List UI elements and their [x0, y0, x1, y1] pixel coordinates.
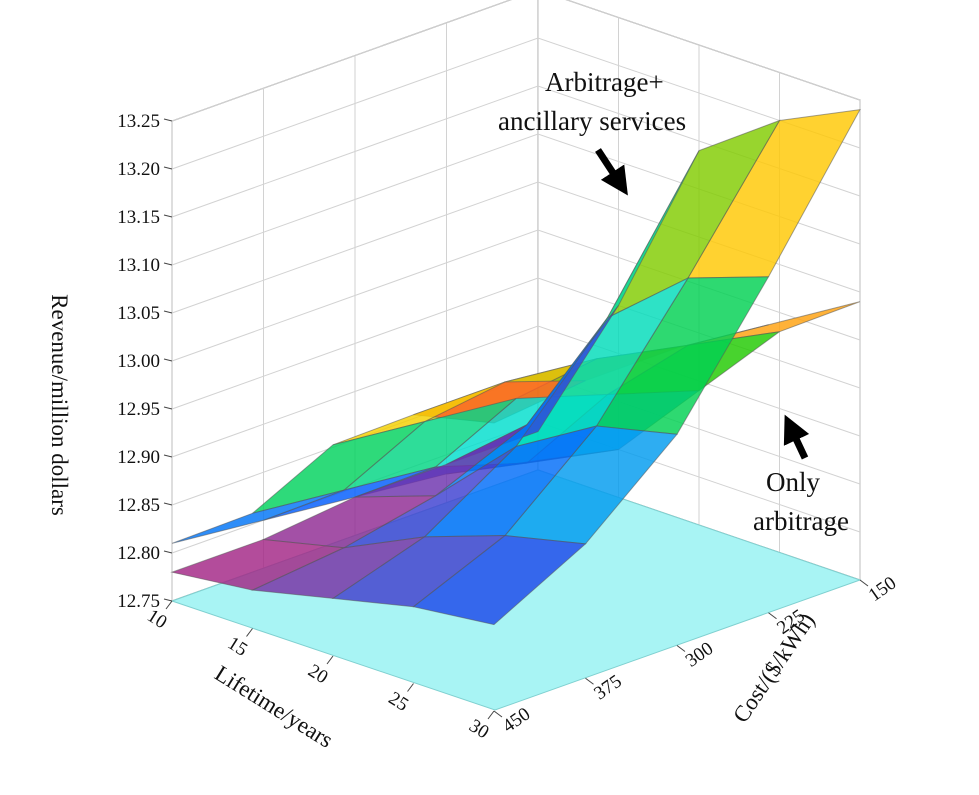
arbitrage-ancillary-surface [170, 108, 861, 626]
x-tick-mark [326, 655, 334, 665]
y-tick-label: 375 [590, 671, 625, 705]
z-tick-mark [163, 406, 173, 410]
annotation-arrow-lower [783, 414, 810, 460]
annotation-ancillary-services: ancillary services [498, 106, 686, 136]
z-tick-label: 12.75 [117, 591, 160, 612]
z-tick-label: 13.15 [117, 207, 160, 228]
z-tick-mark [163, 166, 173, 170]
z-tick-mark [163, 454, 173, 458]
y-axis-title: Cost/($/kWh) [728, 608, 819, 727]
z-tick-mark [163, 118, 173, 122]
y-tick-label: 300 [682, 638, 717, 672]
y-tick-mark [493, 710, 503, 718]
y-tick-mark [859, 579, 869, 587]
z-tick-label: 13.10 [117, 255, 160, 276]
x-tick-label: 30 [465, 715, 492, 743]
z-axis-title: Revenue/million dollars [47, 294, 72, 516]
z-tick-label: 13.25 [117, 111, 160, 132]
z-tick-label: 12.90 [117, 447, 160, 468]
x-tick-mark [487, 710, 495, 720]
z-tick-label: 12.95 [117, 399, 160, 420]
y-tick-mark [585, 677, 594, 685]
y-tick-label: 150 [865, 573, 900, 607]
z-tick-mark [163, 358, 173, 362]
annotation-arrow-upper [595, 148, 628, 196]
z-tick-label: 12.80 [117, 543, 160, 564]
y-tick-mark [676, 645, 686, 652]
x-tick-mark [246, 628, 253, 637]
z-tick-mark [163, 262, 173, 266]
z-tick-label: 12.85 [117, 495, 160, 516]
z-tick-mark [163, 310, 173, 314]
annotation-only: Only [766, 467, 821, 497]
z-gridline [171, 0, 861, 122]
x-tick-label: 25 [385, 688, 412, 716]
y-tick-mark [768, 612, 777, 620]
x-tick-mark [165, 600, 173, 610]
annotation-arbitrage-plus: Arbitrage+ [545, 67, 664, 97]
z-tick-mark [163, 598, 173, 602]
annotation-arbitrage: arbitrage [753, 506, 849, 536]
z-tick-label: 13.00 [117, 351, 160, 372]
x-tick-label: 15 [224, 633, 251, 661]
z-tick-mark [163, 214, 173, 218]
only-arbitrage-cell [171, 489, 345, 544]
z-tick-mark [163, 550, 173, 554]
x-tick-mark [407, 683, 414, 692]
y-tick-label: 450 [499, 704, 534, 738]
z-tick-label: 13.05 [117, 303, 160, 324]
x-tick-label: 20 [304, 660, 331, 688]
z-tick-mark [163, 502, 173, 506]
z-tick-label: 13.20 [117, 159, 160, 180]
arbitrage-ancillary-cell [412, 535, 587, 626]
